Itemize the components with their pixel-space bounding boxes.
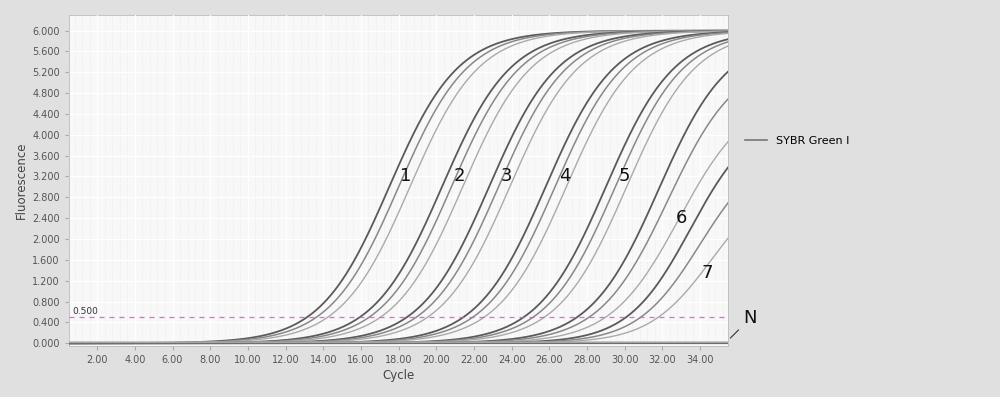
- Text: 5: 5: [619, 168, 630, 185]
- Text: 3: 3: [500, 168, 512, 185]
- Text: 7: 7: [702, 264, 713, 282]
- Text: 6: 6: [676, 209, 687, 227]
- Legend: SYBR Green I: SYBR Green I: [740, 131, 854, 150]
- Text: 0.500: 0.500: [73, 307, 99, 316]
- Text: 1: 1: [400, 168, 412, 185]
- Y-axis label: Fluorescence: Fluorescence: [15, 142, 28, 219]
- X-axis label: Cycle: Cycle: [383, 369, 415, 382]
- Text: N: N: [730, 309, 757, 338]
- Text: 4: 4: [559, 168, 570, 185]
- Text: 2: 2: [453, 168, 465, 185]
